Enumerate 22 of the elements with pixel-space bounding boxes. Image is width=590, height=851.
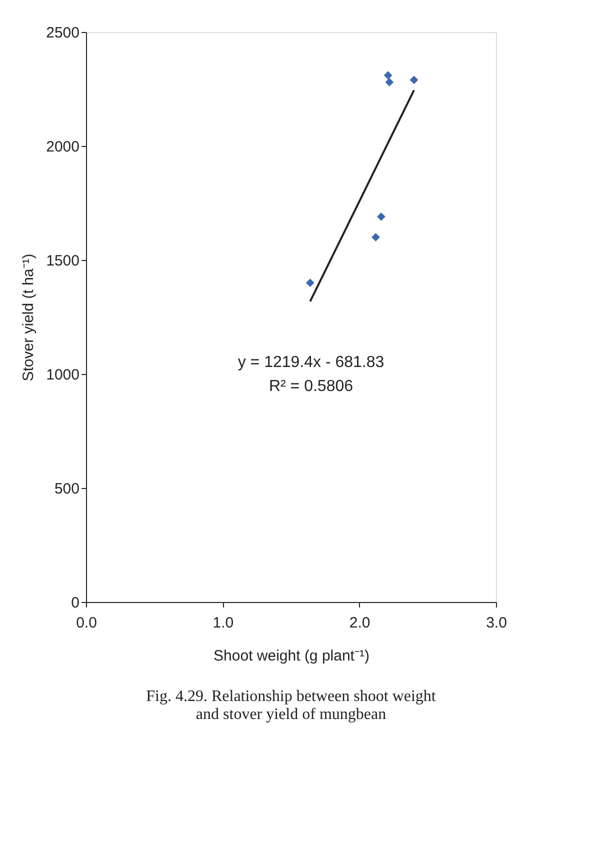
caption: Fig. 4.29. Relationship between shoot weight [146,688,436,705]
y-tick-label: 1500 [46,252,80,270]
point [377,212,386,221]
y-axis-title: Stover yield (t ha⁻¹) [20,254,38,382]
x-tick-label: 0.0 [76,614,97,632]
y-tick-label: 1000 [46,366,80,384]
y-tick-label: 0 [71,594,80,612]
text: and stover yield of mungbean [196,706,386,723]
y-tick-label: 2000 [46,138,80,156]
annotation: y = 1219.4x - 681.83 [238,354,384,371]
annotation: R² = 0.5806 [268,378,354,395]
point [410,76,418,84]
point [384,71,392,80]
x-tick-label: 3.0 [486,614,507,632]
x-tick-label: 1.0 [212,614,234,632]
x-axis-title: Shoot weight (g plant⁻¹) [214,648,370,664]
x-tick-label: 2.0 [349,614,370,632]
point [385,78,394,86]
y-tick-label: 2500 [46,24,80,42]
point [372,233,380,242]
y-tick-label: 500 [54,480,80,498]
point [306,278,314,287]
